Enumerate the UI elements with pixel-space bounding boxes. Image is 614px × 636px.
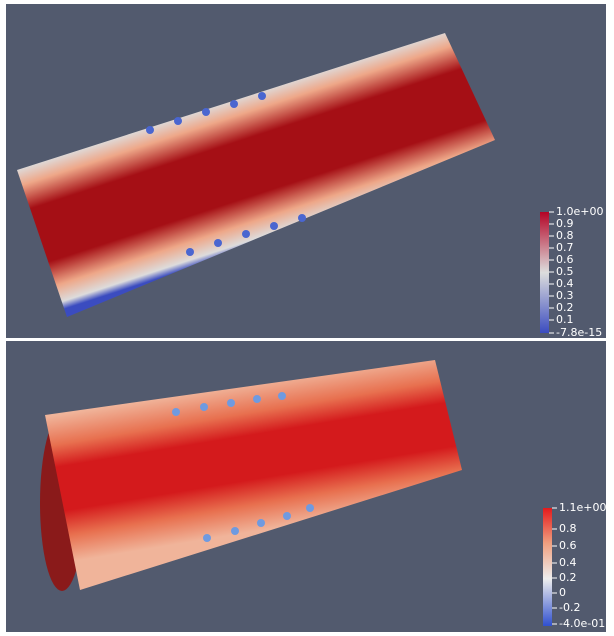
colorbar-label: -0.2 — [559, 601, 580, 614]
colorbar-labels: 1.0e+000.90.80.70.60.50.40.30.20.1-7.8e-… — [549, 205, 606, 630]
colorbar-label: 0.1 — [556, 313, 574, 326]
colorbar-label: 0.8 — [556, 229, 574, 242]
colorbar-label: 0.5 — [556, 265, 574, 278]
bottom-notches — [172, 392, 314, 542]
colorbar — [543, 508, 552, 626]
top-notches — [146, 92, 306, 256]
colorbar-label: 0.3 — [556, 289, 574, 302]
colorbar-label: 0.6 — [556, 253, 574, 266]
colorbar-label: 0.2 — [556, 301, 574, 314]
bottom-mesh — [45, 360, 462, 590]
colorbar-label: 1.1e+00 — [559, 501, 606, 514]
colorbar-label: 0.4 — [559, 556, 577, 569]
colorbar-label: 0.2 — [559, 571, 577, 584]
colorbar-label: 0 — [559, 586, 566, 599]
colorbar-label: -7.8e-15 — [556, 326, 602, 339]
colorbar-label: 0.8 — [559, 522, 577, 535]
colorbar-label: 0.7 — [556, 241, 574, 254]
colorbar-label: -4.0e-01 — [559, 617, 605, 630]
colorbar-label: 0.6 — [559, 539, 577, 552]
colorbar-label: 0.9 — [556, 217, 574, 230]
colorbar-label: 1.0e+00 — [556, 205, 603, 218]
colorbar — [540, 212, 549, 333]
colorbar-label: 0.4 — [556, 277, 574, 290]
top-mesh — [17, 33, 495, 317]
